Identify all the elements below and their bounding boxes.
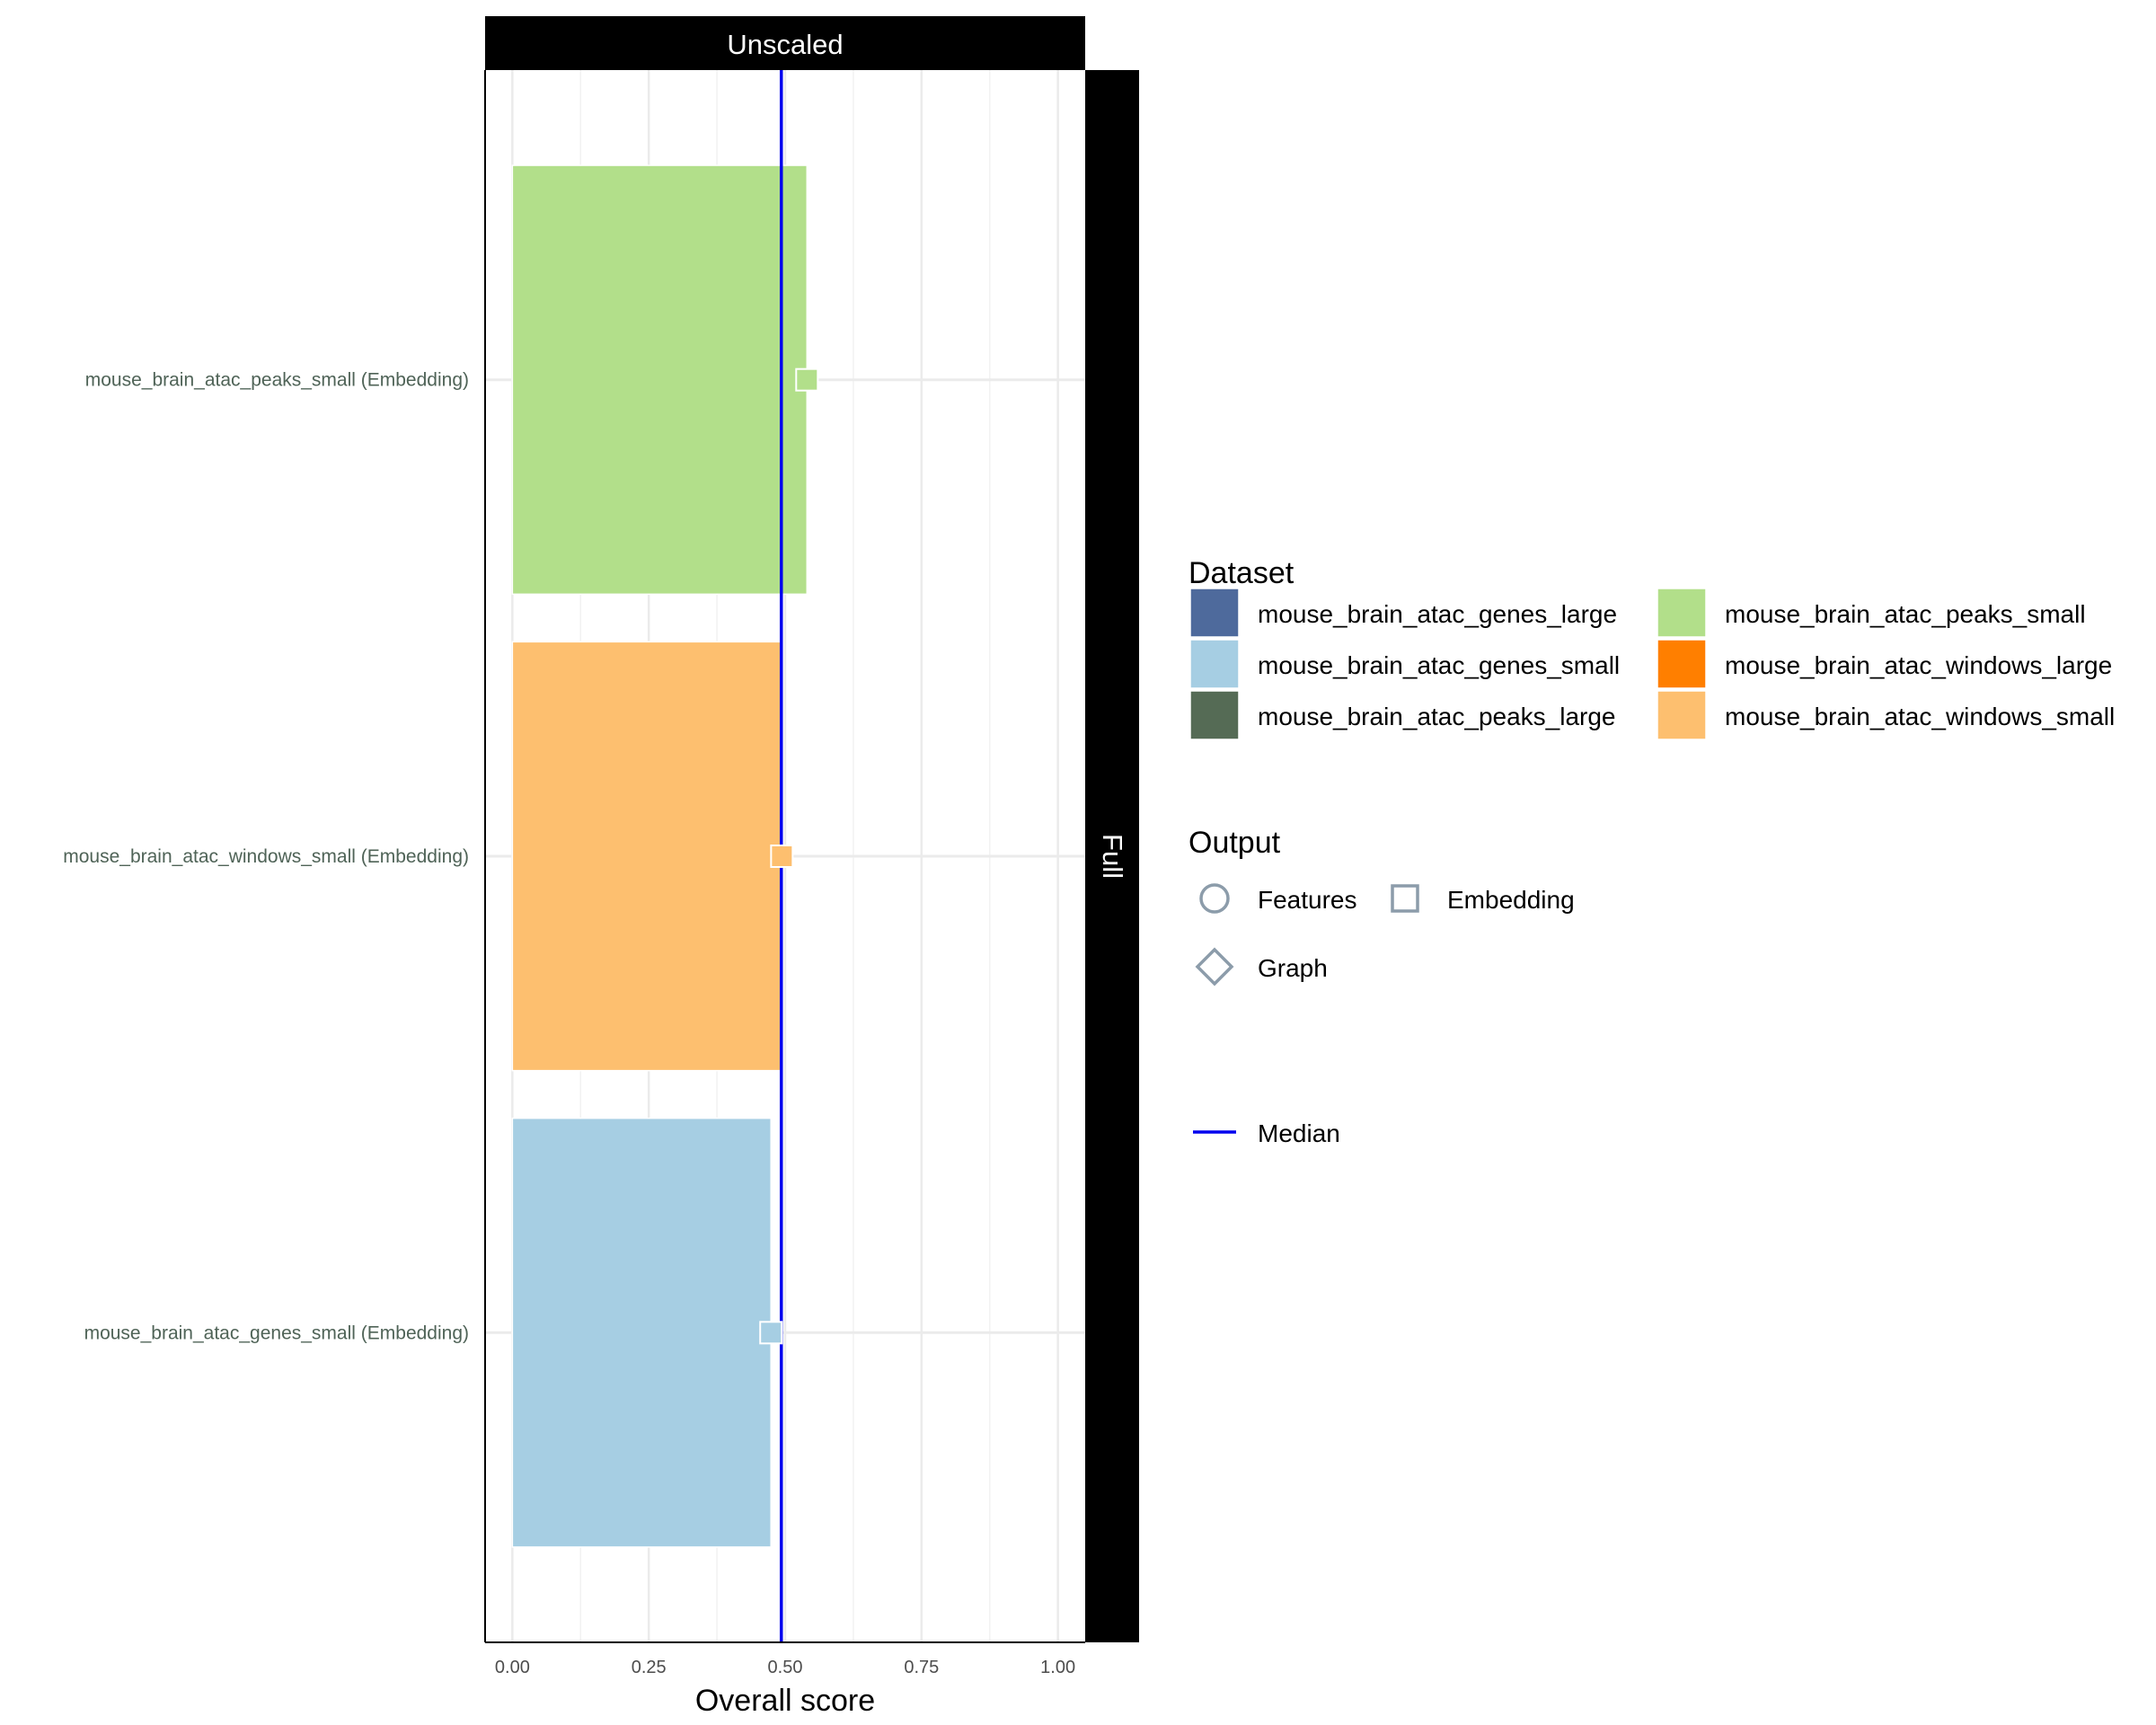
x-tick-label: 1.00 bbox=[1040, 1658, 1075, 1677]
point-marker bbox=[759, 1321, 783, 1345]
y-tick-label: mouse_brain_atac_peaks_small (Embedding) bbox=[85, 370, 469, 391]
legend-dataset-title: Dataset bbox=[1188, 556, 1294, 590]
legend-dataset-label: mouse_brain_atac_genes_small bbox=[1258, 651, 1620, 679]
legend-dataset-label: mouse_brain_atac_genes_large bbox=[1258, 600, 1617, 628]
y-tick-label: mouse_brain_atac_windows_small (Embeddin… bbox=[63, 846, 469, 867]
bar bbox=[511, 641, 784, 1072]
point-marker bbox=[795, 367, 819, 392]
legend-swatch bbox=[1189, 690, 1240, 740]
legend-dataset-label: mouse_brain_atac_peaks_small bbox=[1725, 600, 2086, 628]
right-strip bbox=[1085, 70, 1139, 1642]
circle-icon bbox=[1199, 883, 1230, 914]
top-strip bbox=[485, 16, 1085, 70]
x-tick-label: 0.75 bbox=[904, 1658, 939, 1677]
axes: Overall score 0.00 0.25 0.50 0.75 1.00 mouse_… bbox=[63, 370, 1075, 1718]
facet-strips: Unscaled Full bbox=[485, 16, 1139, 1642]
legend-output-label: Embedding bbox=[1447, 886, 1575, 914]
bar bbox=[511, 164, 808, 596]
legend-dataset-label: mouse_brain_atac_peaks_large bbox=[1258, 703, 1616, 730]
legend-output-label: Graph bbox=[1258, 954, 1328, 982]
legend-swatch bbox=[1657, 588, 1707, 638]
point-marker bbox=[770, 845, 794, 868]
legend-swatch bbox=[1189, 588, 1240, 638]
legend-output-title: Output bbox=[1188, 826, 1281, 860]
x-tick-label: 0.00 bbox=[495, 1658, 530, 1677]
legend-swatch bbox=[1657, 639, 1707, 689]
bar bbox=[511, 1117, 772, 1548]
legend-swatch bbox=[1657, 690, 1707, 740]
x-axis-title: Overall score bbox=[695, 1684, 875, 1718]
legend-dataset-label: mouse_brain_atac_windows_large bbox=[1725, 651, 2112, 679]
diamond-icon bbox=[1195, 947, 1234, 986]
x-tick-label: 0.25 bbox=[632, 1658, 667, 1677]
legend-output-label: Features bbox=[1258, 886, 1357, 914]
top-strip-label: Unscaled bbox=[727, 29, 843, 60]
legend-swatch bbox=[1189, 639, 1240, 689]
legend: Dataset Output Median mouse_brain_atac_g… bbox=[1188, 556, 2115, 1147]
y-tick-label: mouse_brain_atac_genes_small (Embedding) bbox=[84, 1322, 469, 1343]
right-strip-label: Full bbox=[1097, 834, 1128, 879]
square-icon bbox=[1391, 884, 1419, 913]
legend-dataset-label: mouse_brain_atac_windows_small bbox=[1725, 703, 2115, 730]
legend-median-label: Median bbox=[1258, 1119, 1340, 1147]
x-tick-label: 0.50 bbox=[768, 1658, 803, 1677]
plot-panel bbox=[484, 70, 1085, 1643]
